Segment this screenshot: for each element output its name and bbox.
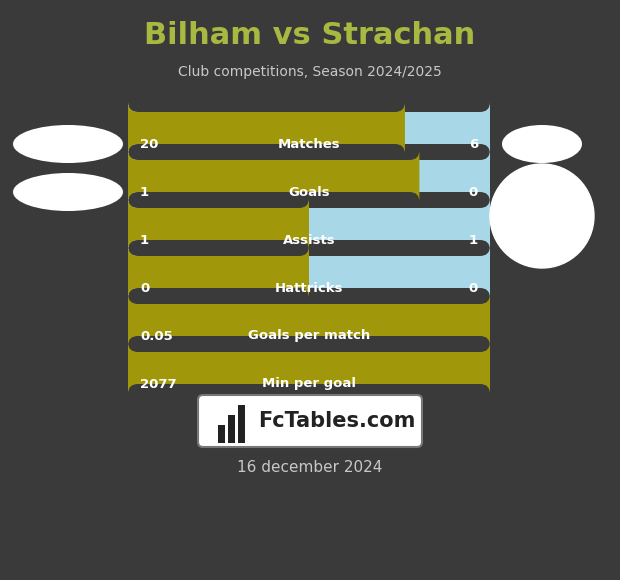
Text: Hattricks: Hattricks [275, 281, 343, 295]
FancyBboxPatch shape [128, 342, 490, 394]
FancyBboxPatch shape [128, 294, 490, 346]
Text: Bilham vs Strachan: Bilham vs Strachan [144, 20, 476, 49]
Text: 1: 1 [140, 186, 149, 198]
Text: 6: 6 [469, 137, 478, 150]
Text: 0: 0 [469, 281, 478, 295]
Text: Matches: Matches [278, 137, 340, 150]
FancyBboxPatch shape [128, 198, 309, 250]
Text: 20: 20 [140, 137, 158, 150]
FancyBboxPatch shape [128, 198, 490, 250]
Text: 2077: 2077 [140, 378, 177, 390]
FancyBboxPatch shape [198, 395, 422, 447]
Text: 1: 1 [469, 234, 478, 246]
FancyBboxPatch shape [128, 150, 419, 202]
Text: 16 december 2024: 16 december 2024 [237, 461, 383, 476]
Ellipse shape [502, 125, 582, 163]
Text: 0: 0 [140, 281, 149, 295]
Ellipse shape [13, 173, 123, 211]
Text: 1: 1 [140, 234, 149, 246]
FancyBboxPatch shape [218, 425, 225, 443]
Text: 0: 0 [469, 186, 478, 198]
FancyBboxPatch shape [128, 246, 309, 298]
Text: FcTables.com: FcTables.com [258, 411, 415, 431]
Text: Club competitions, Season 2024/2025: Club competitions, Season 2024/2025 [178, 65, 442, 79]
FancyBboxPatch shape [128, 102, 490, 154]
Text: Goals per match: Goals per match [248, 329, 370, 343]
FancyBboxPatch shape [228, 415, 235, 443]
Text: Assists: Assists [283, 234, 335, 246]
FancyBboxPatch shape [128, 246, 490, 298]
FancyBboxPatch shape [238, 405, 245, 443]
Ellipse shape [13, 125, 123, 163]
Text: Goals: Goals [288, 186, 330, 198]
FancyBboxPatch shape [128, 150, 490, 202]
Circle shape [490, 164, 594, 268]
Text: 0.05: 0.05 [140, 329, 173, 343]
Text: Min per goal: Min per goal [262, 378, 356, 390]
FancyBboxPatch shape [128, 102, 405, 154]
